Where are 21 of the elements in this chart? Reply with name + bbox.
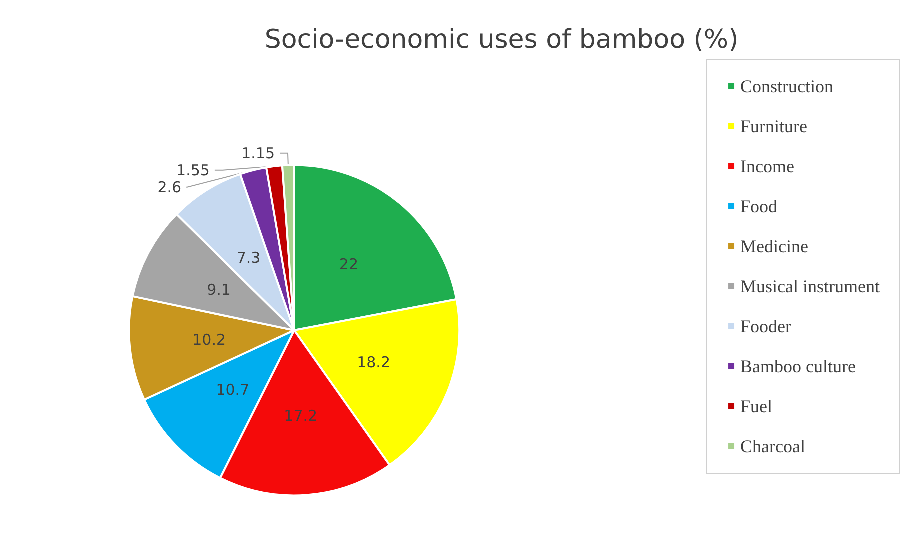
chart-title: Socio-economic uses of bamboo (%) — [264, 25, 739, 55]
data-label: 7.3 — [236, 249, 261, 268]
legend-label: Medicine — [740, 236, 809, 256]
data-label: 1.55 — [176, 161, 210, 180]
data-label: 17.2 — [284, 406, 318, 425]
legend-label: Charcoal — [740, 436, 806, 456]
data-label: 9.1 — [207, 280, 231, 299]
legend-label: Income — [740, 156, 794, 176]
legend-label: Musical instrument — [740, 276, 880, 296]
legend-label: Construction — [740, 76, 834, 96]
data-label: 2.6 — [158, 178, 182, 196]
legend-label: Bamboo culture — [740, 356, 856, 376]
data-label: 18.2 — [357, 353, 391, 372]
data-label: 10.2 — [192, 331, 226, 350]
data-label: 1.15 — [242, 144, 275, 162]
data-label: 10.7 — [216, 381, 250, 400]
data-label: 22 — [339, 255, 359, 274]
legend-label: Fuel — [740, 396, 773, 416]
legend-label: Fooder — [740, 316, 792, 336]
legend-label: Furniture — [740, 116, 808, 136]
legend-label: Food — [740, 196, 778, 216]
